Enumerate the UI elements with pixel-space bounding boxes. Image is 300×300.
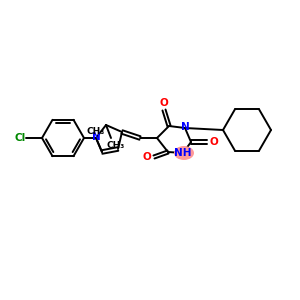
- Text: O: O: [160, 98, 168, 108]
- Text: CH₃: CH₃: [107, 140, 125, 149]
- Text: N: N: [181, 122, 189, 132]
- Text: CH₃: CH₃: [87, 128, 105, 136]
- Text: O: O: [142, 152, 152, 162]
- Text: Cl: Cl: [14, 133, 26, 143]
- Ellipse shape: [174, 146, 194, 160]
- Text: N: N: [92, 132, 100, 142]
- Text: O: O: [210, 137, 218, 147]
- Text: NH: NH: [174, 148, 192, 158]
